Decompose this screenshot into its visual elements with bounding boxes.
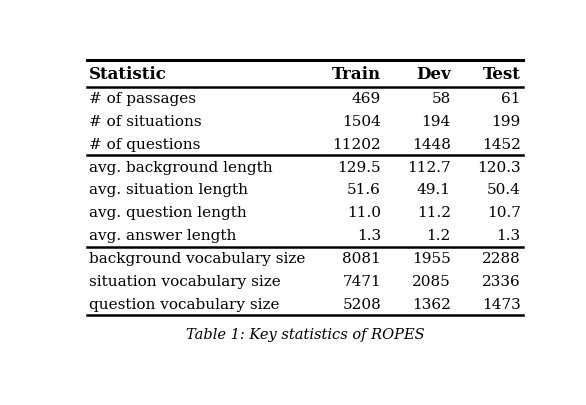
Text: Train: Train (332, 66, 381, 83)
Text: 1362: 1362 (412, 297, 451, 311)
Text: 11202: 11202 (332, 138, 381, 151)
Text: avg. answer length: avg. answer length (89, 228, 237, 243)
Text: background vocabulary size: background vocabulary size (89, 252, 305, 265)
Text: question vocabulary size: question vocabulary size (89, 297, 280, 311)
Text: Statistic: Statistic (89, 66, 167, 83)
Text: # of situations: # of situations (89, 115, 202, 129)
Text: 5208: 5208 (342, 297, 381, 311)
Text: avg. question length: avg. question length (89, 206, 247, 220)
Text: 51.6: 51.6 (347, 183, 381, 197)
Text: avg. situation length: avg. situation length (89, 183, 248, 197)
Text: 61: 61 (501, 92, 520, 106)
Text: 50.4: 50.4 (487, 183, 520, 197)
Text: 120.3: 120.3 (477, 160, 520, 174)
Text: 2336: 2336 (482, 274, 520, 288)
Text: 7471: 7471 (342, 274, 381, 288)
Text: 194: 194 (421, 115, 451, 129)
Text: 49.1: 49.1 (417, 183, 451, 197)
Text: 11.0: 11.0 (347, 206, 381, 220)
Text: Dev: Dev (416, 66, 451, 83)
Text: situation vocabulary size: situation vocabulary size (89, 274, 281, 288)
Text: 129.5: 129.5 (338, 160, 381, 174)
Text: avg. background length: avg. background length (89, 160, 272, 174)
Text: 1448: 1448 (412, 138, 451, 151)
Text: 1.3: 1.3 (357, 228, 381, 243)
Text: 10.7: 10.7 (487, 206, 520, 220)
Text: 1504: 1504 (342, 115, 381, 129)
Text: 1473: 1473 (482, 297, 520, 311)
Text: 1452: 1452 (482, 138, 520, 151)
Text: Test: Test (483, 66, 520, 83)
Text: # of passages: # of passages (89, 92, 196, 106)
Text: 1.2: 1.2 (427, 228, 451, 243)
Text: Table 1: Key statistics of ROPES: Table 1: Key statistics of ROPES (186, 327, 424, 341)
Text: 58: 58 (431, 92, 451, 106)
Text: 1955: 1955 (412, 252, 451, 265)
Text: 2085: 2085 (412, 274, 451, 288)
Text: 2288: 2288 (482, 252, 520, 265)
Text: 469: 469 (352, 92, 381, 106)
Text: 199: 199 (491, 115, 520, 129)
Text: # of questions: # of questions (89, 138, 200, 151)
Text: 1.3: 1.3 (496, 228, 520, 243)
Text: 8081: 8081 (342, 252, 381, 265)
Text: 11.2: 11.2 (417, 206, 451, 220)
Text: 112.7: 112.7 (407, 160, 451, 174)
